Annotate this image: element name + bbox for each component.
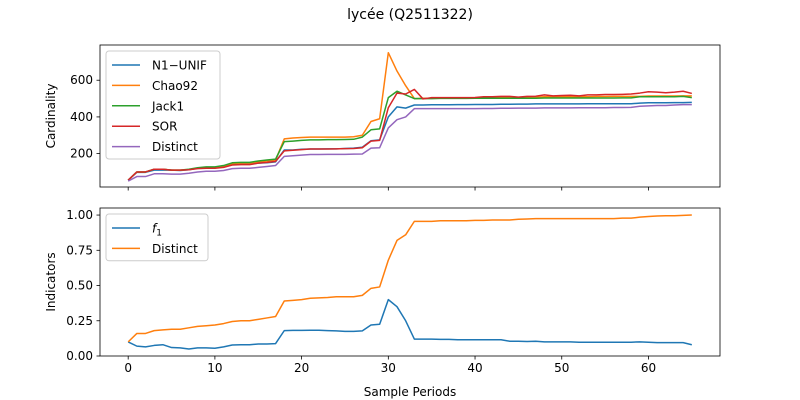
series-line-2 <box>127 90 692 181</box>
y-tick-label: 400 <box>70 110 93 124</box>
x-axis-label: Sample Periods <box>364 385 456 399</box>
legend-label-0: N1−UNIF <box>152 59 207 73</box>
y-axis-label: Cardinality <box>44 84 58 149</box>
y-tick-label: 0.50 <box>66 279 93 293</box>
legend-label-4: Distinct <box>152 140 198 154</box>
x-tick-label: 50 <box>554 361 569 375</box>
axes-frame <box>99 44 721 188</box>
y-tick-label: 600 <box>70 73 93 87</box>
x-tick-label: 40 <box>467 361 482 375</box>
x-tick-label: 20 <box>294 361 309 375</box>
series-line-0 <box>127 298 692 350</box>
legend-label-3: SOR <box>152 120 177 134</box>
indicators-panel: 0 10 20 30 40 50 60 0.00 0.25 0.50 0.75 1.00 Indicat… <box>44 207 721 399</box>
y-tick-label: 1.00 <box>66 208 93 222</box>
legend-label-0: f1 <box>152 222 162 239</box>
legend-label-1: Distinct <box>152 242 198 256</box>
cardinality-panel: 200 400 600 Cardinality N1−UNIF Chao92 Jack1 SO… <box>44 44 721 191</box>
x-tick-label: 10 <box>207 361 222 375</box>
series-line-4 <box>127 103 692 182</box>
y-tick-label: 0.25 <box>66 314 93 328</box>
legend-label-2: Jack1 <box>151 99 184 113</box>
series-line-1 <box>127 214 692 343</box>
y-tick-label: 200 <box>70 147 93 161</box>
x-tick-label: 0 <box>124 361 132 375</box>
axes-frame <box>99 207 721 357</box>
y-tick-label: 0.75 <box>66 243 93 257</box>
legend-label-1: Chao92 <box>152 79 198 93</box>
y-axis-label: Indicators <box>44 252 58 311</box>
series-line-3 <box>127 88 693 181</box>
y-tick-label: 0.00 <box>66 349 93 363</box>
x-tick-label: 60 <box>641 361 656 375</box>
legend-box <box>105 50 221 160</box>
x-tick-label: 30 <box>381 361 396 375</box>
figure-title: lycée (Q2511322) <box>347 7 473 23</box>
